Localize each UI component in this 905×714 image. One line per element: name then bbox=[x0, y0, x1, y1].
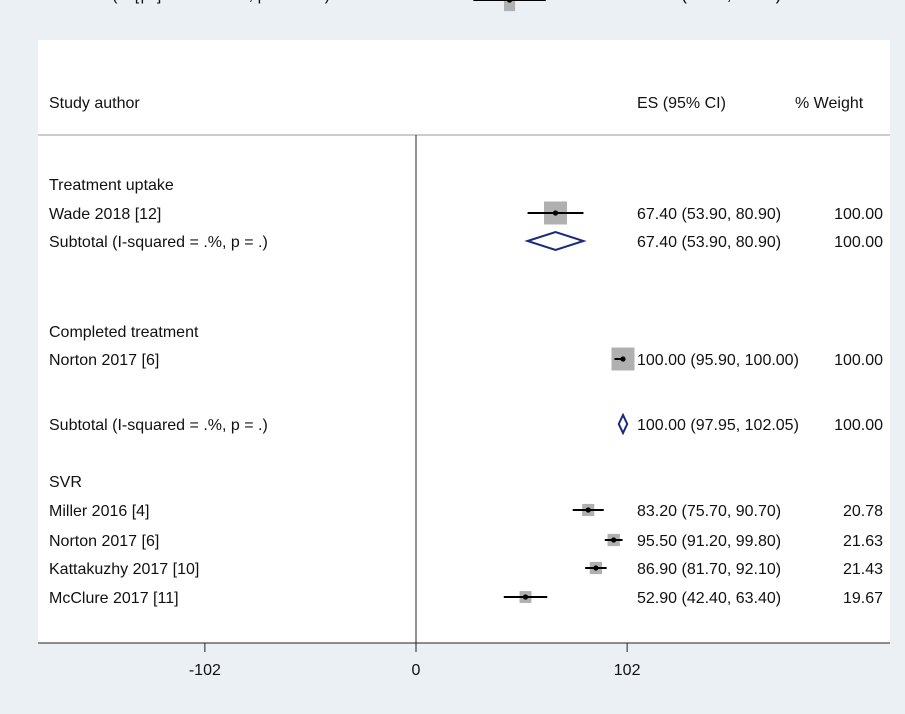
study-label: Wade 2018 [12] bbox=[49, 206, 161, 223]
study-es-ci: 86.90 (81.70, 92.10) bbox=[637, 561, 781, 578]
study-label: Miller 2016 [4] bbox=[49, 503, 150, 520]
study-rows: Treatment uptake Wade 2018 [12] 67.40 (53.… bbox=[49, 0, 883, 607]
study-weight: 16.48 bbox=[843, 0, 883, 4]
study-weight: 20.78 bbox=[843, 503, 883, 520]
study-point-estimate bbox=[620, 356, 626, 362]
study-weight: 21.43 bbox=[843, 561, 883, 578]
header-weight: % Weight bbox=[795, 95, 864, 112]
subtotal-label: Subtotal (I-squared = .%, p = .) bbox=[49, 234, 268, 251]
x-tick-label: -102 bbox=[189, 662, 221, 679]
study-weight: 19.67 bbox=[843, 590, 883, 607]
study-es-ci: 83.20 (75.70, 90.70) bbox=[637, 503, 781, 520]
study-weight: 100.00 bbox=[834, 352, 883, 369]
study-label: Norton 2017 [6] bbox=[49, 533, 159, 550]
study-point-estimate bbox=[611, 537, 617, 543]
group-label: Completed treatment bbox=[49, 324, 199, 341]
study-point-estimate bbox=[593, 565, 599, 571]
plot-marks bbox=[415, 0, 635, 643]
study-weight: 100.00 bbox=[834, 206, 883, 223]
header-study-author: Study author bbox=[49, 95, 140, 112]
subtotal-diamond bbox=[617, 412, 629, 436]
study-es-ci: 67.40 (53.90, 80.90) bbox=[637, 206, 781, 223]
study-es-ci: 95.50 (91.20, 99.80) bbox=[637, 533, 781, 550]
subtotal-weight: 100.00 bbox=[834, 417, 883, 434]
plot-panel bbox=[38, 40, 890, 643]
subtotal-label: Subtotal (I-squared = .%, p = .) bbox=[49, 417, 268, 434]
subtotal-weight: 100.00 bbox=[834, 0, 883, 4]
header-es-ci: ES (95% CI) bbox=[637, 95, 726, 112]
study-label: McClure 2017 [11] bbox=[49, 590, 179, 607]
study-es-ci: 52.90 (42.40, 63.40) bbox=[637, 590, 781, 607]
subtotal-weight: 100.00 bbox=[834, 234, 883, 251]
study-es-ci: 100.00 (95.90, 100.00) bbox=[637, 352, 799, 369]
study-point-estimate bbox=[585, 507, 591, 513]
group-label: SVR bbox=[49, 474, 82, 491]
study-weight: 21.63 bbox=[843, 533, 883, 550]
study-label: Kattakuzhy 2017 [10] bbox=[49, 561, 199, 578]
x-tick-label: 0 bbox=[412, 662, 421, 679]
x-axis-ticks: -102 0 102 bbox=[189, 643, 641, 679]
group-label: Treatment uptake bbox=[49, 177, 174, 194]
x-tick-label: 102 bbox=[614, 662, 641, 679]
subtotal-diamond bbox=[524, 230, 587, 252]
study-point-estimate bbox=[506, 0, 513, 3]
subtotal-es-ci: 100.00 (97.95, 102.05) bbox=[637, 417, 799, 434]
study-point-estimate bbox=[552, 210, 559, 216]
plot-frame-lines bbox=[38, 134, 890, 644]
subtotal-es-ci: 67.40 (53.90, 80.90) bbox=[637, 234, 781, 251]
subtotal-label: Subtotal (I-squared = 94.9%, p = 0.000) bbox=[49, 0, 330, 4]
subtotal-es-ci: 74.43 (60.32, 88.54) bbox=[637, 0, 781, 4]
study-label: Norton 2017 [6] bbox=[49, 352, 159, 369]
study-point-estimate bbox=[522, 594, 529, 600]
study-es-ci: 45.20 (27.70, 62.70) bbox=[637, 0, 781, 4]
study-weight-box bbox=[504, 0, 516, 12]
study-label: Wade 2018 [12] bbox=[49, 0, 161, 4]
